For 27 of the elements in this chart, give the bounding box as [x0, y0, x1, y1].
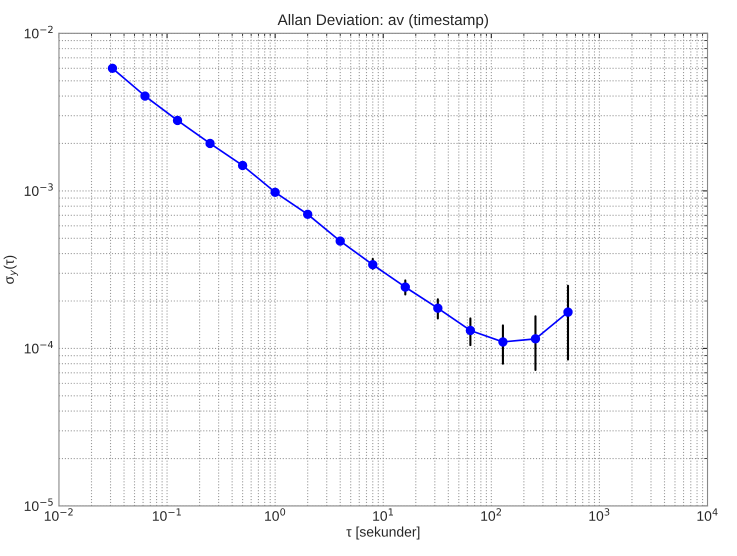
point: [498, 337, 508, 347]
point: [140, 91, 150, 101]
y-tick-label: 10$^{−2}$: [24, 26, 53, 38]
point: [433, 304, 443, 313]
point: [238, 160, 248, 170]
point: [466, 326, 476, 336]
point: [368, 260, 378, 270]
y-tick-label: 10$^{−3}$: [24, 183, 53, 196]
point: [108, 64, 118, 73]
chart-title: Allan Deviation: av (timestamp): [278, 14, 488, 28]
y-axis-title: σ$_{y}$(τ): [4, 256, 18, 284]
point: [530, 334, 540, 344]
point: [205, 138, 215, 148]
x-tick-label: 10$^{−1}$: [152, 508, 181, 521]
point: [303, 210, 312, 220]
x-axis-title: τ [sekunder]: [346, 526, 420, 540]
point: [172, 116, 182, 126]
point: [563, 307, 573, 317]
x-tick-label: 10$^{0}$: [265, 508, 286, 521]
y-tick-label: 10$^{−4}$: [24, 340, 54, 354]
x-tick-label: 10$^{1}$: [373, 508, 393, 521]
x-tick-label: 10$^{3}$: [589, 508, 610, 521]
x-tick-label: 10$^{4}$: [697, 508, 718, 521]
x-tick-label: 10$^{2}$: [481, 508, 502, 521]
point: [400, 282, 410, 292]
point: [270, 188, 280, 197]
point: [336, 236, 345, 246]
